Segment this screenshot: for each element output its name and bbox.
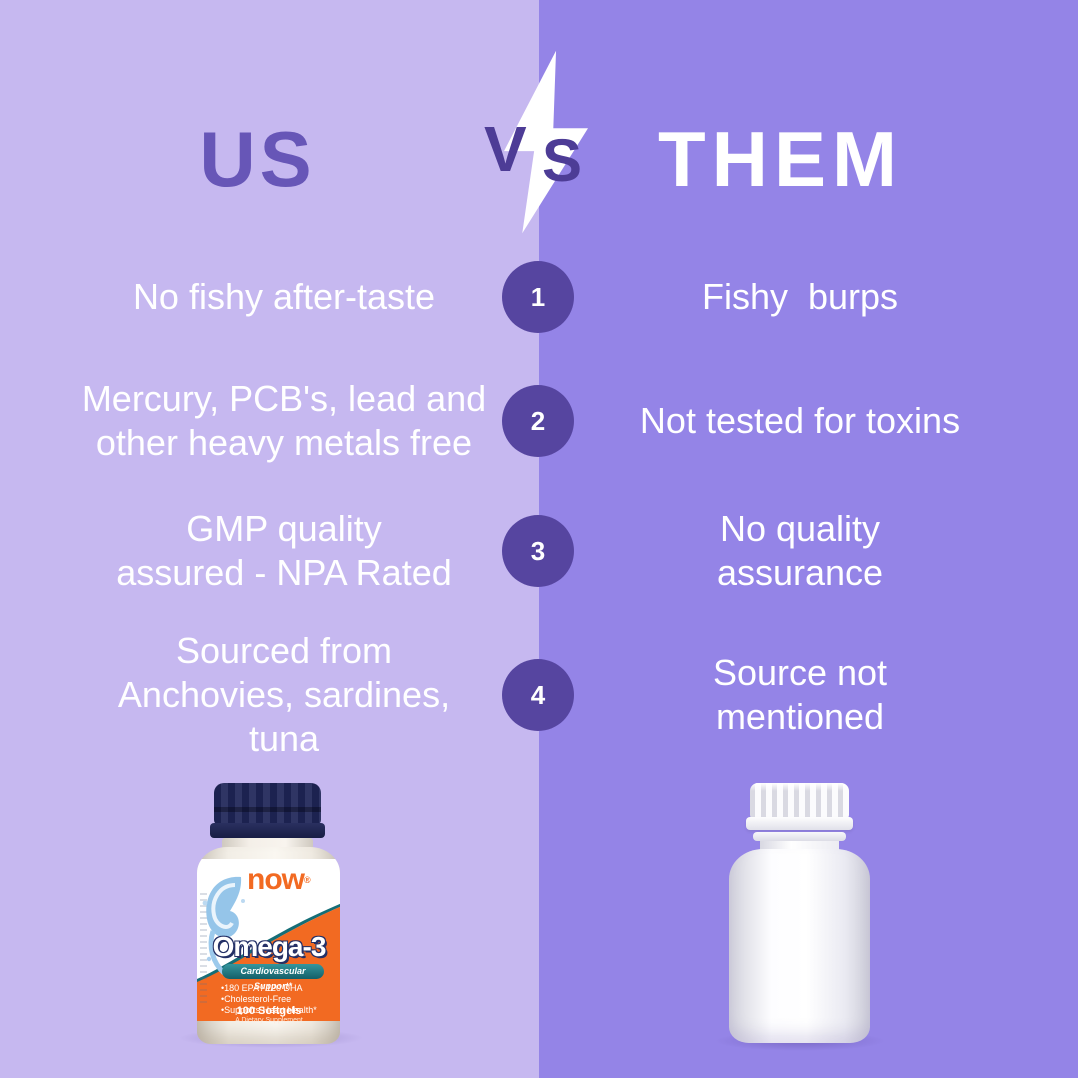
label-feature: •180 EPA / 120 DHA <box>221 983 303 993</box>
lightning-bolt-icon <box>504 50 588 234</box>
now-brand-logo: now® <box>247 863 311 896</box>
bottle-neck-ring <box>753 832 846 841</box>
bottle-cap <box>750 783 849 819</box>
us-title: US <box>199 115 316 203</box>
us-point-text: No fishy after-taste <box>132 276 436 317</box>
registered-trademark: ® <box>304 875 311 885</box>
label-banner: Cardiovascular Support* <box>222 964 324 991</box>
row-number-badge: 2 <box>502 385 574 457</box>
us-point-text: GMP quality assured - NPA Rated <box>116 508 452 593</box>
them-title: THEM <box>658 115 903 203</box>
water-splash-graphic <box>202 876 245 975</box>
bottle-cap <box>214 783 321 825</box>
them-point-text: Source not mentioned <box>712 652 888 737</box>
them-point-text: Not tested for toxins <box>639 400 961 441</box>
softgel-count: 100 Softgels <box>236 1005 302 1017</box>
bottle-body: now® Omega-3 Cardiovascular Support* •18… <box>197 847 340 1044</box>
bottle-body <box>729 849 870 1043</box>
vs-label-s: S <box>542 127 583 194</box>
row-number-badge: 4 <box>502 659 574 731</box>
supplement-subtext: A Dietary Supplement <box>235 1017 303 1024</box>
us-point-text: Sourced from Anchovies, sardines, tuna <box>117 630 451 759</box>
us-point-text: Mercury, PCB's, lead and other heavy met… <box>81 378 487 463</box>
product-name: Omega-3 <box>212 931 327 962</box>
row-number-badge: 1 <box>502 261 574 333</box>
now-omega3-bottle: now® Omega-3 Cardiovascular Support* •18… <box>197 783 340 1044</box>
them-point-text: Fishy burps <box>701 276 899 317</box>
bottle-cap-flange <box>746 817 853 830</box>
label-side-text <box>200 893 207 1003</box>
label-features: •180 EPA / 120 DHA •Cholesterol-Free •Su… <box>221 983 331 1016</box>
product-label: now® Omega-3 Cardiovascular Support* •18… <box>197 859 340 1024</box>
them-point-text: No quality assurance <box>716 508 884 593</box>
label-feature: •Supports Heart Health* <box>221 1005 317 1015</box>
generic-white-bottle <box>729 783 870 1043</box>
bottle-cap-lip <box>210 823 325 838</box>
vs-label-v: V <box>484 113 527 185</box>
row-number-badge: 3 <box>502 515 574 587</box>
label-feature: •Cholesterol-Free <box>221 994 292 1004</box>
